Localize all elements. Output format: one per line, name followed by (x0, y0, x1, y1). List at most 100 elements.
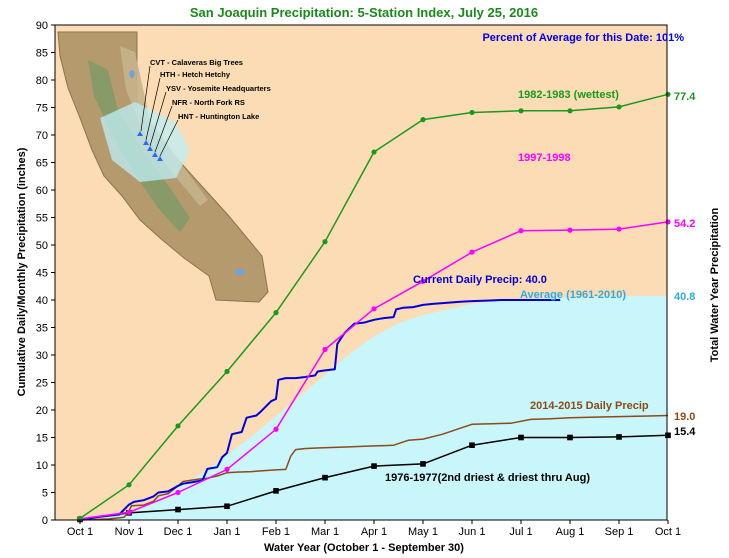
average-area-layer (80, 295, 668, 520)
series-labels: 1982-1983 (wettest) 1997-1998 Current Da… (385, 89, 649, 484)
series-1 (77, 219, 671, 522)
series-0 (77, 91, 671, 521)
series-1-point (224, 466, 230, 472)
x-tick-label: Sep 1 (605, 526, 634, 538)
station-marker-cvt (137, 131, 143, 136)
total-label-1997-1998: 54.2 (674, 218, 695, 230)
x-tick-label: Mar 1 (311, 526, 339, 538)
y-axis-title: Cumulative Daily/Monthly Precipitation (… (16, 147, 28, 396)
series-0-point (322, 239, 328, 245)
y-tick-label: 75 (36, 103, 48, 115)
series-0-point (518, 108, 524, 114)
series-1-point (126, 509, 132, 515)
series-0-point (420, 117, 426, 123)
y2-axis-title: Total Water Year Precipitation (709, 207, 721, 362)
y-tick-label: 0 (42, 515, 48, 527)
y-tick-label: 5 (42, 488, 48, 500)
y-tick-label: 30 (36, 350, 48, 362)
series-1-point (567, 227, 573, 233)
chart-title: San Joaquin Precipitation: 5-Station Ind… (190, 5, 538, 20)
series-1-point (175, 489, 181, 496)
lake-tahoe (129, 70, 135, 78)
series-label-2014-2015: 2014-2015 Daily Precip (530, 400, 649, 412)
station-marker-nfr (152, 152, 158, 157)
series-1-point (665, 219, 671, 225)
y-tick-label: 40 (36, 295, 48, 307)
series-1-point (420, 278, 426, 284)
y-tick-label: 65 (36, 158, 48, 170)
series-1-point (518, 228, 524, 234)
salton-sea (235, 269, 245, 275)
series-5-point (469, 442, 475, 448)
series-label-1976-1977: 1976-1977(2nd driest & driest thru Aug) (385, 472, 590, 484)
series-5-point (175, 506, 181, 513)
series-0-point (616, 104, 622, 110)
x-tick-label: Feb 1 (262, 526, 290, 538)
percent-of-average-note: Percent of Average for this Date: 101% (482, 32, 684, 44)
x-tick-label: Aug 1 (556, 526, 585, 538)
series-5-point (224, 503, 230, 510)
y-tick-label: 80 (36, 75, 48, 87)
station-label-ysv: YSV - Yosemite Headquarters (166, 84, 271, 93)
series-0-point (371, 149, 377, 155)
y-tick-label: 60 (36, 185, 48, 197)
series-1-point (322, 346, 328, 353)
axis-layer: 0 5 10 15 20 25 30 35 40 45 50 55 60 65 70 75 80 85 90 Oct … (36, 20, 681, 538)
series-0-point (273, 310, 279, 316)
series-label-1982-1983: 1982-1983 (wettest) (518, 89, 619, 101)
series-5-point (518, 434, 524, 441)
series-label-1997-1998: 1997-1998 (518, 152, 571, 164)
x-tick-label: May 1 (408, 526, 438, 538)
sierra-nevada (120, 46, 208, 206)
series-0-point (567, 108, 573, 114)
station-marker-hnt (157, 156, 163, 161)
x-tick-label: Apr 1 (361, 526, 387, 538)
station-marker-hth (143, 140, 149, 145)
total-labels: 77.4 54.2 40.8 19.0 15.4 (674, 91, 696, 438)
y-tick-label: 70 (36, 130, 48, 142)
station-label-hnt: HNT - Huntington Lake (178, 112, 259, 121)
series-5-point (567, 434, 573, 441)
series-line-3 (79, 299, 561, 521)
california-inset-map: CVT - Calaveras Big Trees HTH - Hetch He… (55, 25, 271, 303)
y-tick-label: 25 (36, 378, 48, 390)
station-leader-lines (140, 65, 179, 157)
series-5-point (420, 461, 426, 467)
series-4 (79, 414, 669, 521)
y-tick-label: 15 (36, 433, 48, 445)
series-3 (79, 299, 561, 521)
series-5-point (616, 434, 622, 440)
x-tick-label: Jan 1 (214, 526, 241, 538)
series-layer (77, 91, 671, 523)
total-label-average: 40.8 (674, 291, 695, 303)
y-tick-label: 35 (36, 323, 48, 335)
x-tick-label: Oct 1 (67, 526, 93, 538)
series-1-point (273, 426, 279, 432)
x-tick-label: Dec 1 (164, 526, 193, 538)
series-5-point (371, 463, 377, 469)
total-label-1982-1983: 77.4 (674, 91, 696, 103)
series-0-point (665, 91, 671, 97)
y-tick-label: 55 (36, 213, 48, 225)
station-marker-ysv (147, 146, 153, 151)
x-tick-label: Jun 1 (459, 526, 486, 538)
series-1-point (469, 249, 475, 255)
y-tick-label: 20 (36, 405, 48, 417)
series-1-point (616, 226, 622, 232)
total-label-2014-2015: 19.0 (674, 411, 695, 423)
series-1-point (371, 306, 377, 312)
y-tick-label: 50 (36, 240, 48, 252)
series-0-point (224, 368, 230, 375)
series-0-point (175, 423, 181, 429)
x-tick-label: Jul 1 (509, 526, 532, 538)
series-line-4 (79, 414, 669, 521)
station-markers (137, 131, 163, 161)
station-label-nfr: NFR - North Fork RS (172, 98, 245, 107)
y-tick-label: 45 (36, 268, 48, 280)
series-5-point (273, 488, 279, 494)
x-tick-label: Nov 1 (115, 526, 144, 538)
station-label-cvt: CVT - Calaveras Big Trees (150, 58, 243, 67)
average-area (80, 295, 668, 520)
series-5-point (322, 474, 328, 481)
